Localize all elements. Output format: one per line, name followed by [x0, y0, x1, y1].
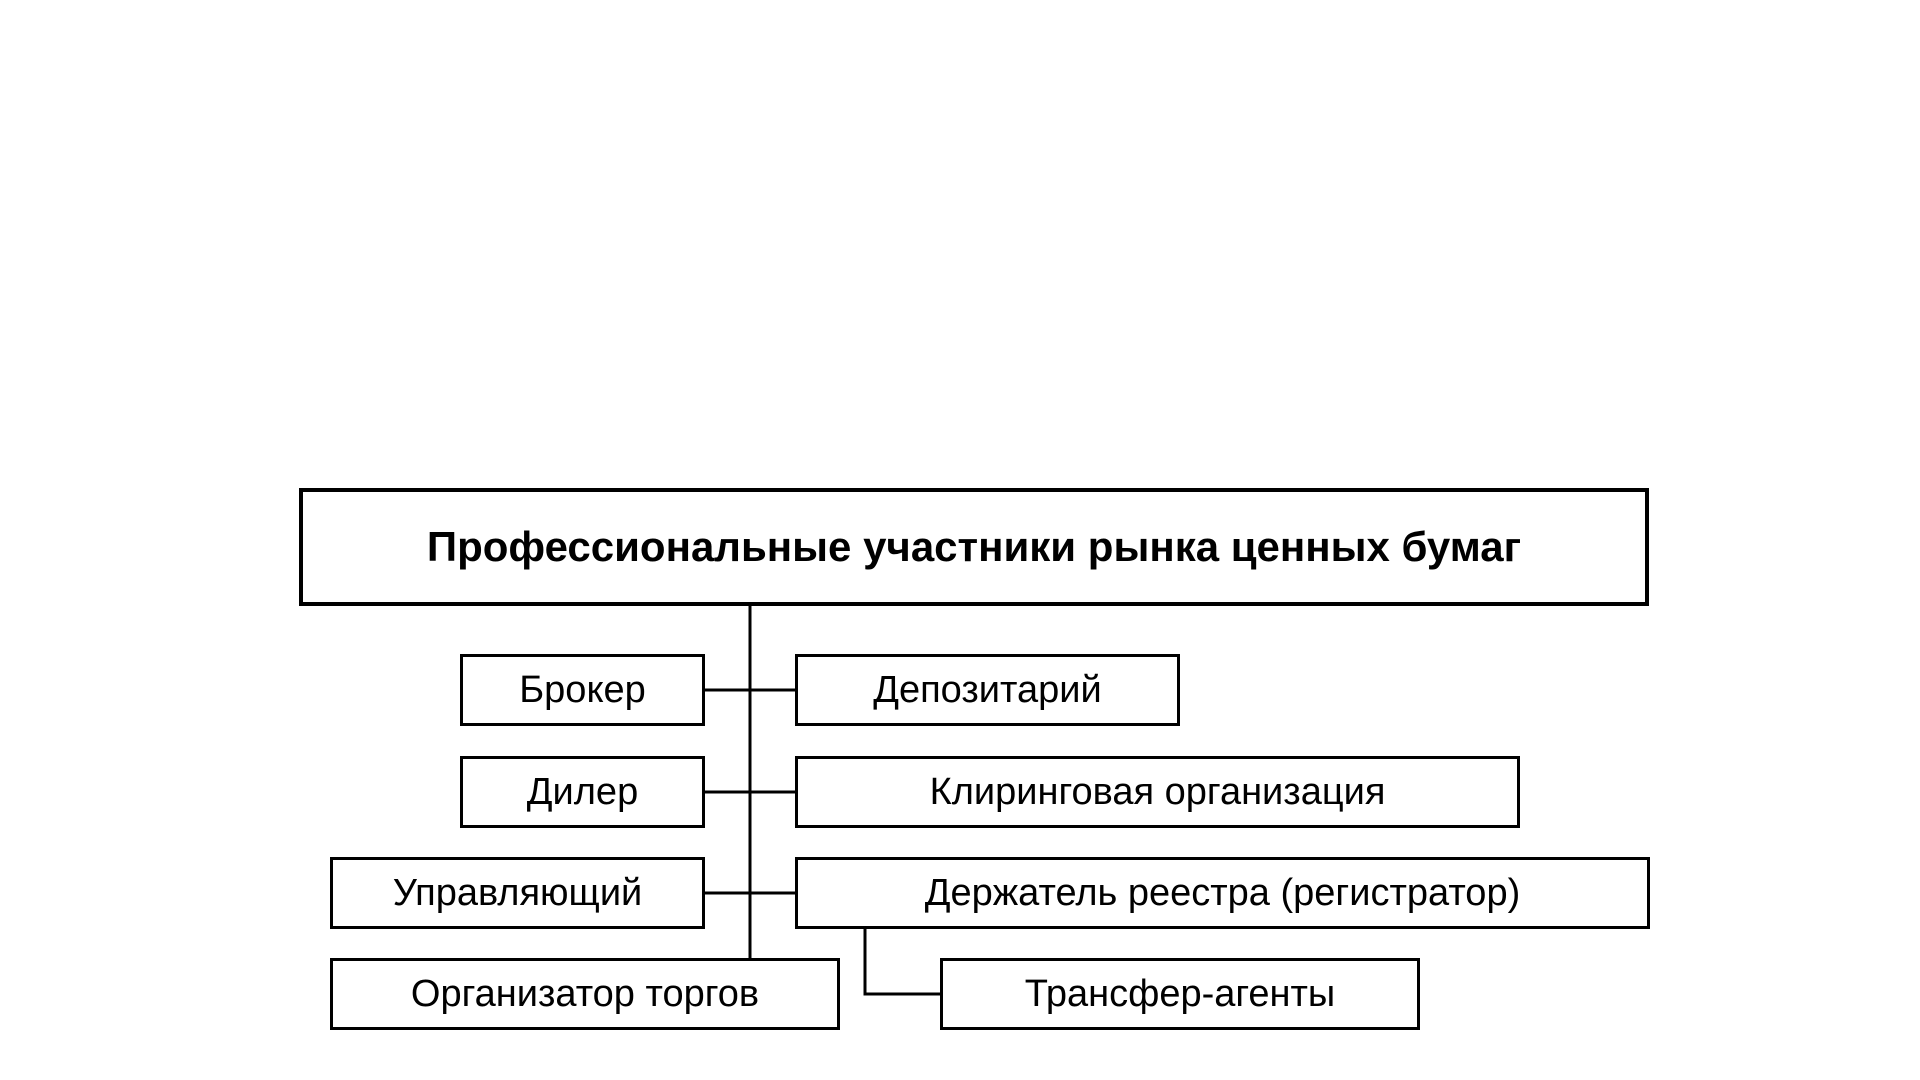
- diagram-canvas: Профессиональные участники рынка ценных …: [0, 0, 1920, 1080]
- node-manager: Управляющий: [330, 857, 705, 929]
- node-dealer-label: Дилер: [527, 771, 638, 814]
- node-broker-label: Брокер: [519, 669, 646, 712]
- node-manager-label: Управляющий: [393, 872, 643, 915]
- node-root-label: Профессиональные участники рынка ценных …: [427, 523, 1521, 571]
- node-transfer-label: Трансфер-агенты: [1025, 973, 1336, 1016]
- node-broker: Брокер: [460, 654, 705, 726]
- node-depository-label: Депозитарий: [873, 669, 1102, 712]
- node-dealer: Дилер: [460, 756, 705, 828]
- node-clearing: Клиринговая организация: [795, 756, 1520, 828]
- node-transfer: Трансфер-агенты: [940, 958, 1420, 1030]
- node-registrar: Держатель реестра (регистратор): [795, 857, 1650, 929]
- node-organizer: Организатор торгов: [330, 958, 840, 1030]
- node-depository: Депозитарий: [795, 654, 1180, 726]
- node-registrar-label: Держатель реестра (регистратор): [925, 872, 1520, 915]
- node-organizer-label: Организатор торгов: [411, 973, 759, 1016]
- node-root: Профессиональные участники рынка ценных …: [299, 488, 1649, 606]
- node-clearing-label: Клиринговая организация: [930, 771, 1386, 814]
